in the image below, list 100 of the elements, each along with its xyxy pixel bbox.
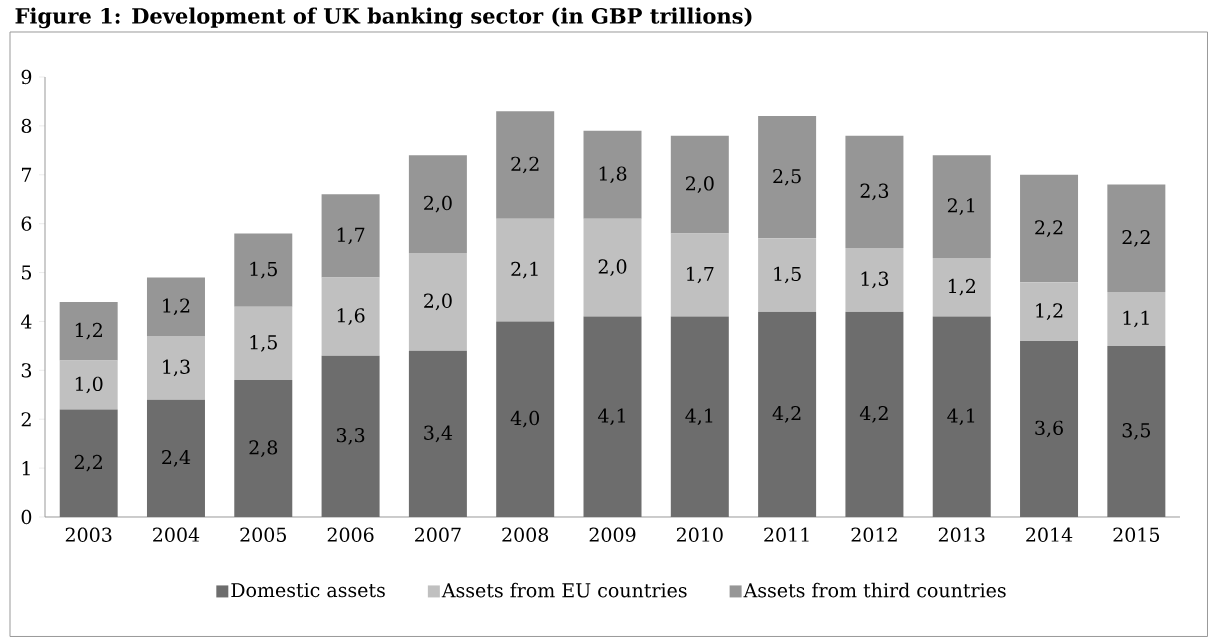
bar — [670, 316, 729, 517]
bar — [670, 135, 729, 234]
data-label: 1,8 — [599, 166, 627, 184]
bar — [496, 321, 555, 517]
chart-title: Figure 1: Development of UK banking sector (in GBP trillions) — [15, 7, 752, 29]
bar — [932, 257, 991, 317]
bar — [1020, 340, 1079, 517]
x-tick-label: 2006 — [327, 527, 374, 542]
y-tick-label: 2 — [21, 412, 31, 427]
legend-label: Assets from third countries — [743, 582, 1006, 598]
x-tick-label: 2011 — [764, 527, 809, 542]
data-label: 1,5 — [250, 261, 277, 279]
bar — [845, 248, 904, 312]
x-tick-label: 2004 — [153, 527, 200, 542]
x-tick-label: 2007 — [415, 527, 461, 542]
bar — [408, 350, 467, 517]
x-tick-label: 2009 — [589, 527, 636, 542]
data-label: 4,1 — [597, 408, 625, 426]
x-tick-label: 2003 — [65, 527, 112, 542]
bar — [59, 301, 118, 361]
data-label: 2,2 — [1122, 229, 1150, 247]
bar — [146, 399, 205, 517]
data-label: 2,2 — [1035, 220, 1063, 237]
y-tick-label: 5 — [22, 265, 32, 280]
bar — [59, 360, 118, 410]
bar — [408, 155, 467, 253]
bar — [583, 316, 642, 517]
data-label: 2,2 — [511, 156, 539, 174]
bar — [758, 311, 817, 517]
data-label: 1,3 — [861, 271, 889, 289]
data-label: 1,1 — [1123, 310, 1149, 328]
bar — [496, 218, 555, 322]
bar — [583, 218, 642, 317]
x-tick-label: 2005 — [240, 527, 286, 542]
bar — [408, 253, 467, 351]
data-label: 4,2 — [859, 405, 888, 423]
x-tick-label: 2014 — [1026, 527, 1073, 542]
bar — [1107, 345, 1166, 517]
bar — [234, 380, 293, 517]
bar — [1107, 184, 1166, 293]
data-label: 2,0 — [424, 195, 452, 213]
bar — [59, 409, 118, 517]
x-tick-label: 2008 — [502, 527, 549, 542]
data-label: 1,7 — [337, 227, 365, 245]
bar — [758, 116, 817, 239]
data-label: 2,8 — [249, 440, 278, 457]
data-label: 4,0 — [510, 410, 540, 428]
y-tick-label: 1 — [22, 461, 30, 476]
bar — [321, 355, 380, 517]
y-tick-label: 8 — [21, 118, 32, 134]
bar — [146, 336, 205, 400]
data-label: 1,5 — [250, 335, 277, 352]
data-label: 2,5 — [773, 168, 801, 186]
data-label: 2,2 — [74, 454, 102, 472]
data-label: 2,3 — [860, 183, 889, 201]
data-label: 2,0 — [598, 259, 627, 277]
y-tick-label: 4 — [20, 314, 32, 329]
data-label: 1,2 — [163, 298, 190, 316]
x-tick-label: 2010 — [676, 527, 723, 542]
bar — [670, 233, 729, 317]
data-label: 3,6 — [1035, 420, 1063, 438]
bar — [583, 130, 642, 219]
data-label: 4,2 — [772, 405, 801, 423]
bar — [234, 306, 293, 381]
data-label: 4,1 — [947, 408, 975, 426]
bar — [1020, 282, 1079, 341]
bar — [1107, 292, 1166, 346]
bar — [321, 194, 380, 278]
y-tick-label: 9 — [21, 69, 32, 85]
bar — [496, 111, 555, 219]
x-tick-label: 2012 — [851, 527, 897, 542]
bar — [932, 155, 991, 258]
data-label: 1,6 — [337, 308, 365, 325]
bar — [321, 277, 380, 356]
data-label: 2,0 — [685, 176, 714, 193]
data-label: 1,2 — [948, 278, 975, 296]
x-tick-label: 2013 — [938, 527, 985, 542]
bar — [758, 238, 817, 312]
y-tick-label: 0 — [21, 509, 32, 525]
bar — [845, 135, 904, 249]
data-label: 1,5 — [774, 266, 801, 284]
x-tick-label: 2015 — [1113, 527, 1160, 542]
data-label: 3,4 — [424, 425, 453, 443]
data-label: 2,0 — [424, 293, 452, 311]
data-label: 2,1 — [947, 198, 975, 215]
y-tick-label: 6 — [21, 216, 32, 231]
bar — [1020, 174, 1079, 283]
data-label: 3,5 — [1122, 423, 1150, 440]
data-label: 1,3 — [163, 359, 190, 377]
bar — [932, 316, 991, 517]
bar — [234, 233, 293, 307]
data-label: 2,1 — [511, 261, 538, 279]
data-label: 1,2 — [1036, 303, 1063, 320]
data-label: 2,4 — [162, 449, 191, 467]
legend-label: Assets from EU countries — [441, 582, 687, 598]
bar — [146, 277, 205, 337]
data-label: 1,0 — [75, 376, 103, 394]
data-label: 3,3 — [336, 427, 365, 445]
data-label: 4,1 — [685, 408, 713, 426]
legend-label: Domestic assets — [231, 583, 385, 598]
